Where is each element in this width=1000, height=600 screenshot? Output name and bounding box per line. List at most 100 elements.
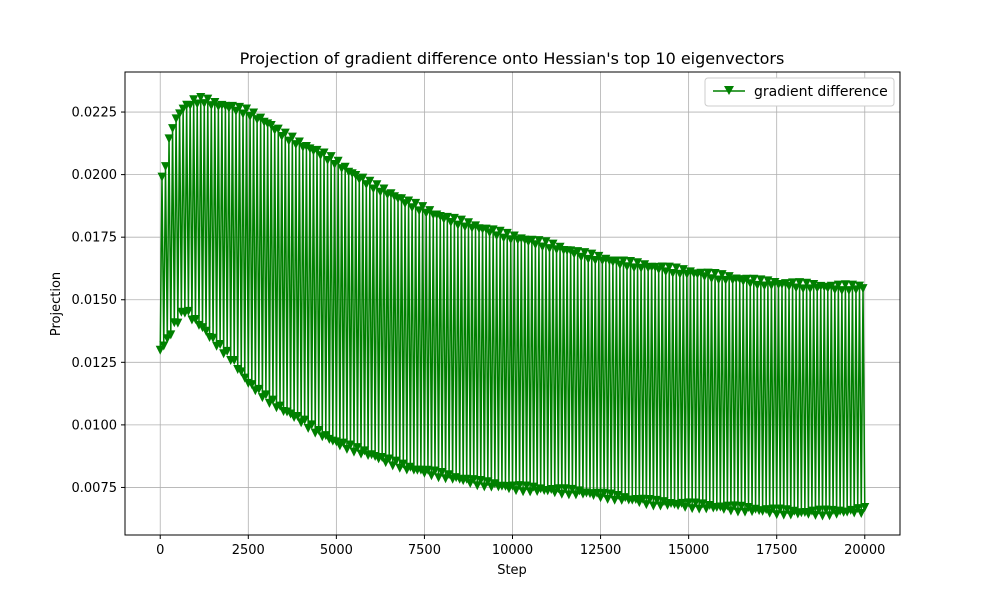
data-point <box>661 267 671 277</box>
data-point <box>853 504 863 514</box>
data-point <box>338 438 348 448</box>
data-point <box>765 508 775 518</box>
data-point <box>472 481 482 491</box>
x-tick-label: 2500 <box>232 543 265 558</box>
data-point <box>215 339 225 349</box>
data-point <box>717 270 727 280</box>
data-point <box>772 510 782 520</box>
data-point <box>249 108 259 118</box>
data-point <box>222 346 232 356</box>
x-tick-label: 20000 <box>844 543 885 558</box>
data-point <box>261 390 271 400</box>
data-point <box>340 162 350 172</box>
data-point <box>175 109 185 119</box>
data-point <box>370 452 380 462</box>
data-point <box>240 373 250 383</box>
data-point <box>610 495 620 505</box>
data-point <box>856 508 866 518</box>
legend-marker-icon <box>724 86 734 95</box>
data-point <box>515 481 525 491</box>
data-point <box>208 333 218 343</box>
chart-title: Projection of gradient difference onto H… <box>240 49 785 68</box>
data-point <box>379 184 389 194</box>
data-point <box>698 499 708 509</box>
data-point <box>849 508 859 518</box>
data-point <box>795 278 805 288</box>
data-point <box>583 254 593 264</box>
data-point <box>155 345 165 355</box>
data-point <box>715 502 725 512</box>
data-point <box>449 213 459 223</box>
data-point <box>407 203 417 213</box>
data-point <box>650 262 660 272</box>
data-point <box>280 128 290 138</box>
data-point <box>779 510 789 520</box>
data-point <box>825 511 835 521</box>
data-point <box>365 176 375 186</box>
data-point <box>599 488 609 498</box>
y-tick-label: 0.0150 <box>72 293 118 308</box>
data-point <box>818 511 827 521</box>
data-point <box>629 263 639 273</box>
x-tick-label: 12500 <box>580 543 621 558</box>
data-point <box>603 494 613 504</box>
data-point <box>326 152 336 162</box>
data-point <box>293 412 303 422</box>
data-point <box>830 285 840 295</box>
data-point <box>742 274 752 284</box>
data-point <box>168 124 178 134</box>
data-point <box>463 218 473 228</box>
data-point <box>414 206 424 216</box>
data-point <box>442 212 452 222</box>
data-point <box>234 102 244 112</box>
data-point <box>726 506 736 516</box>
data-point <box>460 222 470 232</box>
legend: gradient difference <box>704 77 895 107</box>
data-point <box>196 92 206 102</box>
data-point <box>710 268 720 278</box>
data-point <box>349 447 359 457</box>
x-tick-label: 0 <box>156 543 164 558</box>
data-point <box>844 286 854 296</box>
data-point <box>652 495 662 505</box>
legend-frame <box>704 77 895 107</box>
data-point <box>275 401 285 411</box>
data-point <box>592 488 602 498</box>
data-point <box>333 156 343 166</box>
data-point <box>342 444 352 454</box>
y-axis-label: Projection <box>49 272 64 336</box>
data-point <box>273 124 283 134</box>
y-tick-label: 0.0125 <box>72 356 118 371</box>
data-point <box>544 244 554 254</box>
data-point <box>798 284 808 294</box>
data-point <box>729 501 739 511</box>
legend-label: gradient difference <box>754 84 888 100</box>
data-point <box>377 453 387 463</box>
data-point <box>166 330 176 340</box>
data-point <box>606 489 616 499</box>
data-point <box>411 198 421 208</box>
data-point <box>641 500 651 510</box>
data-point <box>763 276 773 286</box>
data-point <box>266 120 276 130</box>
data-point <box>657 262 667 272</box>
data-point <box>203 94 213 104</box>
data-point <box>397 194 407 204</box>
data-point <box>707 274 717 284</box>
x-tick-label: 5000 <box>320 543 353 558</box>
data-point <box>488 225 498 235</box>
data-point <box>254 384 264 394</box>
data-point <box>759 281 769 291</box>
data-point <box>456 215 466 225</box>
data-point <box>233 365 243 375</box>
data-point <box>802 278 812 288</box>
data-point <box>594 251 604 261</box>
data-point <box>671 263 681 273</box>
data-point <box>434 473 444 483</box>
data-point <box>768 504 778 514</box>
data-point <box>560 484 570 494</box>
data-point <box>580 248 590 258</box>
data-point <box>626 256 636 266</box>
data-point <box>537 242 547 252</box>
data-point <box>500 481 510 491</box>
